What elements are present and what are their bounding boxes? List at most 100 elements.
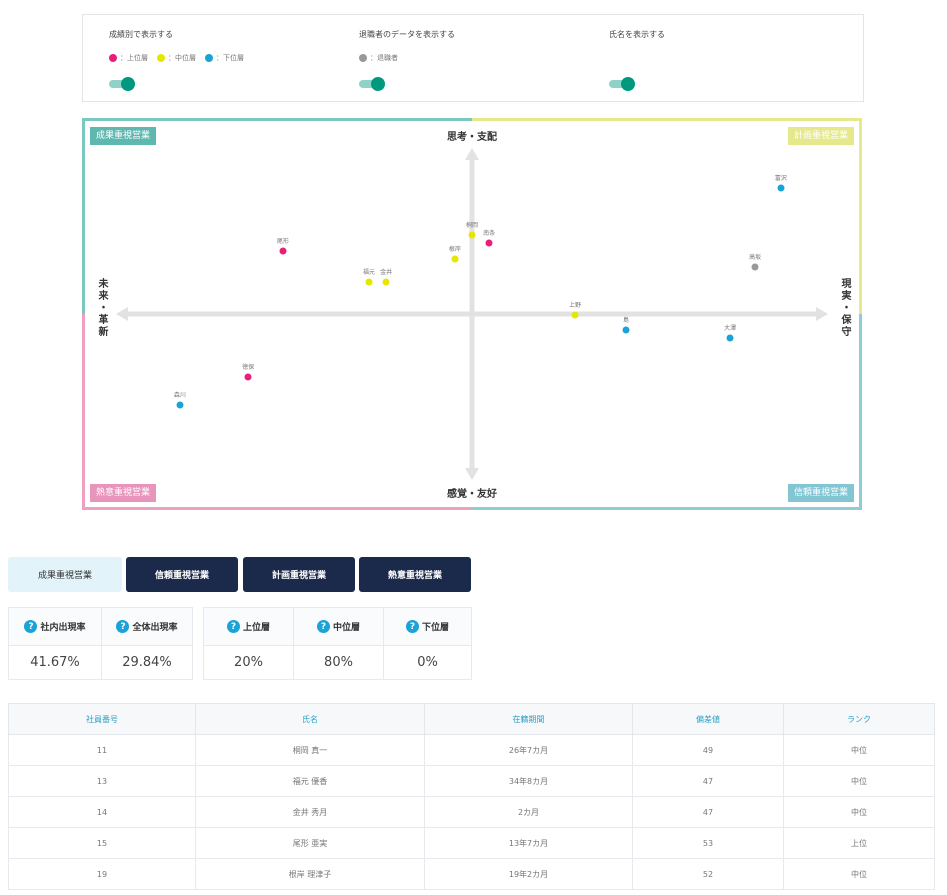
- point-label: 福元: [363, 269, 376, 277]
- tab-seika[interactable]: 成果重視営業: [8, 557, 122, 592]
- quadrant-tag-top-right: 計画重視営業: [787, 127, 854, 145]
- scatter-point[interactable]: [365, 278, 373, 286]
- point-label: 高坂: [749, 253, 762, 261]
- cell-employee-id: 13: [8, 765, 196, 797]
- retired-toggle[interactable]: [359, 77, 385, 91]
- help-icon[interactable]: ?: [24, 620, 38, 633]
- scatter-point[interactable]: [485, 239, 493, 247]
- scatter-point[interactable]: [176, 401, 184, 409]
- table-row[interactable]: 15 尾形 亜実 13年7カ月 53 上位: [8, 827, 935, 859]
- scatter-point[interactable]: [726, 334, 734, 342]
- axis-label-right: 現実・保守: [839, 278, 850, 338]
- rank-legend: ：上位層 ：中位層 ：下位層: [109, 53, 244, 63]
- top-rank-dot-icon: [109, 54, 117, 62]
- cell-rank: 中位: [783, 796, 935, 828]
- quadrant-bottom-right: [472, 314, 862, 510]
- legend-retired: ：退職者: [370, 54, 398, 62]
- stat-label: 全体出現率: [132, 623, 178, 633]
- help-icon[interactable]: ?: [316, 620, 330, 633]
- table-row[interactable]: 14 金井 秀月 2カ月 47 中位: [8, 796, 935, 828]
- scatter-point[interactable]: [468, 231, 476, 239]
- cell-rank: 上位: [783, 827, 935, 859]
- axis-label-bottom: 感覚・友好: [447, 489, 497, 500]
- help-icon[interactable]: ?: [226, 620, 240, 633]
- point-label: 徳保: [242, 363, 255, 371]
- table-row[interactable]: 13 福元 優香 34年8カ月 47 中位: [8, 765, 935, 797]
- stat-internal-rate: ? 社内出現率 41.67%: [9, 608, 102, 679]
- col-name[interactable]: 氏名: [195, 703, 425, 735]
- table-header-row: 社員番号 氏名 在籍期間 偏差値 ランク: [8, 703, 935, 735]
- stat-label: 社内出現率: [40, 623, 86, 633]
- stat-label: 上位層: [242, 623, 270, 633]
- legend-top: ：上位層: [120, 54, 148, 62]
- axes-arrows: [116, 148, 828, 480]
- scatter-point[interactable]: [777, 184, 785, 192]
- cell-rank: 中位: [783, 734, 935, 766]
- stat-value: 0%: [417, 655, 438, 670]
- stat-label: 下位層: [421, 623, 449, 633]
- quadrant-chart: 成果重視営業 計画重視営業 熱意重視営業 信頼重視営業 思考・支配 感覚・友好 …: [82, 118, 862, 510]
- scatter-point[interactable]: [382, 278, 390, 286]
- help-icon[interactable]: ?: [405, 620, 419, 633]
- col-score[interactable]: 偏差値: [632, 703, 784, 735]
- cell-employee-id: 15: [8, 827, 196, 859]
- cell-employee-id: 19: [8, 858, 196, 890]
- scatter-point[interactable]: [279, 247, 287, 255]
- cell-name: 金井 秀月: [195, 796, 425, 828]
- retired-title: 退職者のデータを表示する: [359, 30, 455, 39]
- display-options-panel: 成績別で表示する ：上位層 ：中位層 ：下位層 退職者のデータを表示する ：退職…: [82, 14, 864, 102]
- scatter-point[interactable]: [751, 263, 759, 271]
- cell-tenure: 13年7カ月: [424, 827, 633, 859]
- retired-legend: ：退職者: [359, 53, 398, 63]
- mid-rank-dot-icon: [157, 54, 165, 62]
- point-label: 尾形: [276, 238, 289, 246]
- table-row[interactable]: 11 桐岡 真一 26年7カ月 49 中位: [8, 734, 935, 766]
- names-toggle[interactable]: [609, 77, 635, 91]
- cell-score: 53: [632, 827, 784, 859]
- stat-overall-rate: ? 全体出現率 29.84%: [102, 608, 192, 679]
- col-rank[interactable]: ランク: [783, 703, 935, 735]
- point-label: 大澤: [724, 324, 737, 332]
- cell-score: 47: [632, 796, 784, 828]
- point-label: 南条: [483, 230, 496, 238]
- scatter-point[interactable]: [571, 311, 579, 319]
- stat-value: 29.84%: [122, 655, 172, 670]
- table-row[interactable]: 19 根岸 理津子 19年2カ月 52 中位: [8, 858, 935, 890]
- col-tenure[interactable]: 在籍期間: [424, 703, 633, 735]
- scatter-point[interactable]: [451, 255, 459, 263]
- cell-name: 尾形 亜実: [195, 827, 425, 859]
- by-rank-title: 成績別で表示する: [109, 30, 173, 39]
- help-icon[interactable]: ?: [116, 620, 130, 633]
- cell-score: 47: [632, 765, 784, 797]
- point-label: 富沢: [774, 174, 787, 182]
- low-rank-dot-icon: [205, 54, 213, 62]
- cell-name: 桐岡 真一: [195, 734, 425, 766]
- scatter-point[interactable]: [244, 373, 252, 381]
- stat-low-rank: ? 下位層 0%: [384, 608, 471, 679]
- scatter-point[interactable]: [622, 326, 630, 334]
- names-title: 氏名を表示する: [609, 30, 665, 39]
- cell-tenure: 34年8カ月: [424, 765, 633, 797]
- point-label: 根岸: [448, 246, 461, 254]
- col-employee-id[interactable]: 社員番号: [8, 703, 196, 735]
- point-label: 上野: [568, 301, 581, 309]
- stat-value: 80%: [324, 655, 353, 670]
- stat-value: 20%: [234, 655, 263, 670]
- point-label: 桐岡: [465, 222, 479, 229]
- stat-value: 41.67%: [30, 655, 80, 670]
- tab-keikaku[interactable]: 計画重視営業: [243, 557, 355, 592]
- cell-rank: 中位: [783, 858, 935, 890]
- tab-netsui[interactable]: 熱意重視営業: [359, 557, 471, 592]
- quadrant-tag-bottom-left: 熱意重視営業: [90, 484, 157, 502]
- point-label: 森川: [173, 391, 186, 399]
- point-label: 島: [623, 317, 630, 325]
- cell-score: 52: [632, 858, 784, 890]
- cell-tenure: 2カ月: [424, 796, 633, 828]
- cell-employee-id: 14: [8, 796, 196, 828]
- quadrant-tag-bottom-right: 信頼重視営業: [787, 484, 854, 502]
- legend-low: ：下位層: [216, 54, 244, 62]
- by-rank-toggle[interactable]: [109, 77, 135, 91]
- employee-table: 社員番号 氏名 在籍期間 偏差値 ランク 11 桐岡 真一 26年7カ月 49 中位 13…: [8, 703, 935, 890]
- cell-tenure: 19年2カ月: [424, 858, 633, 890]
- tab-shinrai[interactable]: 信頼重視営業: [126, 557, 238, 592]
